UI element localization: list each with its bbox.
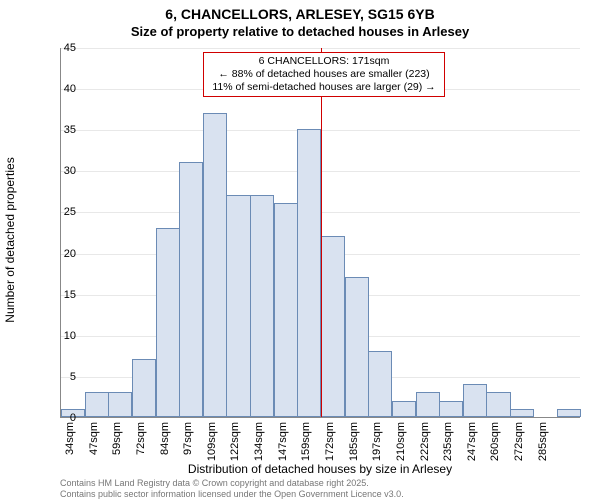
histogram-bar [368, 351, 392, 417]
x-axis-label: Distribution of detached houses by size … [60, 462, 580, 476]
y-tick: 20 [46, 248, 76, 260]
title-line2: Size of property relative to detached ho… [0, 24, 600, 39]
histogram-bar [156, 228, 180, 417]
histogram-bar [510, 409, 534, 417]
annotation-box: 6 CHANCELLORS: 171sqm← 88% of detached h… [203, 52, 445, 97]
y-tick: 15 [46, 289, 76, 301]
histogram-bar [132, 359, 156, 417]
histogram-bar [392, 401, 416, 417]
histogram-bar [345, 277, 369, 417]
y-tick: 30 [46, 165, 76, 177]
histogram-bar [439, 401, 463, 417]
histogram-bar [274, 203, 298, 417]
title-line1: 6, CHANCELLORS, ARLESEY, SG15 6YB [0, 6, 600, 22]
annotation-line: 11% of semi-detached houses are larger (… [207, 81, 441, 94]
y-tick: 40 [46, 83, 76, 95]
annotation-line: 6 CHANCELLORS: 171sqm [207, 55, 441, 68]
reference-line [321, 48, 322, 417]
footer-copyright: Contains HM Land Registry data © Crown c… [60, 478, 369, 488]
histogram-bar [203, 113, 227, 417]
histogram-bar [416, 392, 440, 417]
footer-licence: Contains public sector information licen… [60, 489, 404, 499]
histogram-bar [250, 195, 274, 417]
histogram-bar [463, 384, 487, 417]
y-tick: 45 [46, 42, 76, 54]
histogram-bar [321, 236, 345, 417]
y-axis-label: Number of detached properties [3, 140, 17, 340]
histogram-bar [557, 409, 581, 417]
histogram-bar [179, 162, 203, 417]
histogram-plot: 6 CHANCELLORS: 171sqm← 88% of detached h… [60, 48, 580, 418]
histogram-bar [486, 392, 510, 417]
histogram-bar [297, 129, 321, 417]
y-tick: 25 [46, 206, 76, 218]
y-tick: 35 [46, 124, 76, 136]
y-tick: 10 [46, 330, 76, 342]
annotation-line: ← 88% of detached houses are smaller (22… [207, 68, 441, 81]
histogram-bar [108, 392, 132, 417]
y-tick: 5 [46, 371, 76, 383]
histogram-bar [226, 195, 250, 417]
histogram-bar [85, 392, 109, 417]
